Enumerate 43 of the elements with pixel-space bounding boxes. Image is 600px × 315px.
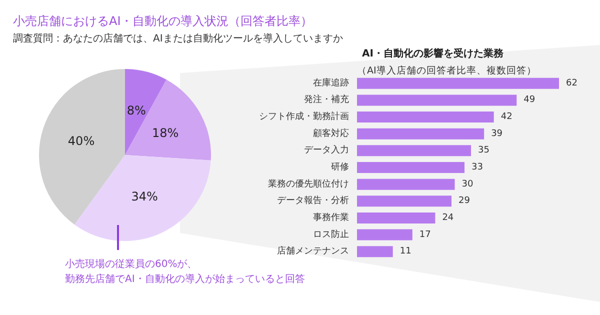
bar [357,78,559,89]
y-tick-label: データ入力 [304,144,349,156]
data-label: 49 [524,95,536,106]
y-tick-label: 店舗メンテナンス [277,246,349,257]
bar [357,128,484,140]
data-label: 29 [458,196,470,206]
y-tick-label: ロス防止 [313,228,349,240]
bar [357,94,517,106]
data-label: 39 [491,128,503,139]
data-label: 33 [472,162,483,172]
y-tick-label: データ報告・分析 [277,195,349,206]
y-tick-label: 研修 [331,162,349,172]
y-tick-label: シフト作成・勤務計画 [259,111,349,122]
chart-subtitle: 調査質問：あなたの店舗では、AIまたは自動化ツールを導入していますか [13,32,343,44]
data-label: 8% [126,103,146,118]
data-label: 17 [419,230,431,240]
bar [357,145,472,156]
y-tick-label: 業務の優先順位付け [268,178,349,190]
text: 勤務先店舗でAI・自動化の導入が始まっていると回答 [65,273,305,285]
y-tick-label: 発注・補充 [304,94,349,106]
y-tick-label: 事務作業 [313,212,349,223]
data-label: 42 [500,112,512,122]
y-tick-label: 顧客対応 [313,128,349,139]
chart-title: 小売店舗におけるAI・自動化の導入状況（回答者比率） [13,14,313,28]
chart-title: AI・自動化の影響を受けた業務 [362,48,504,60]
data-label: 30 [462,179,474,190]
chart-subtitle: （AI導入店舗の回答者比率、複数回答） [357,64,536,76]
bar [357,196,452,207]
y-tick-label: 在庫追跡 [313,77,349,88]
data-label: 18% [152,126,179,140]
bar [357,178,455,190]
text: 小売現場の従業員の60%が、 [65,258,198,270]
bar [357,229,412,240]
bar [357,112,494,123]
bar [357,246,393,258]
data-label: 11 [400,246,412,257]
data-label: 24 [442,212,454,223]
data-label: 62 [566,78,578,88]
data-label: 34% [131,190,158,204]
bar [357,162,465,173]
bar [357,212,436,224]
data-label: 35 [478,146,490,156]
data-label: 40% [68,134,95,148]
